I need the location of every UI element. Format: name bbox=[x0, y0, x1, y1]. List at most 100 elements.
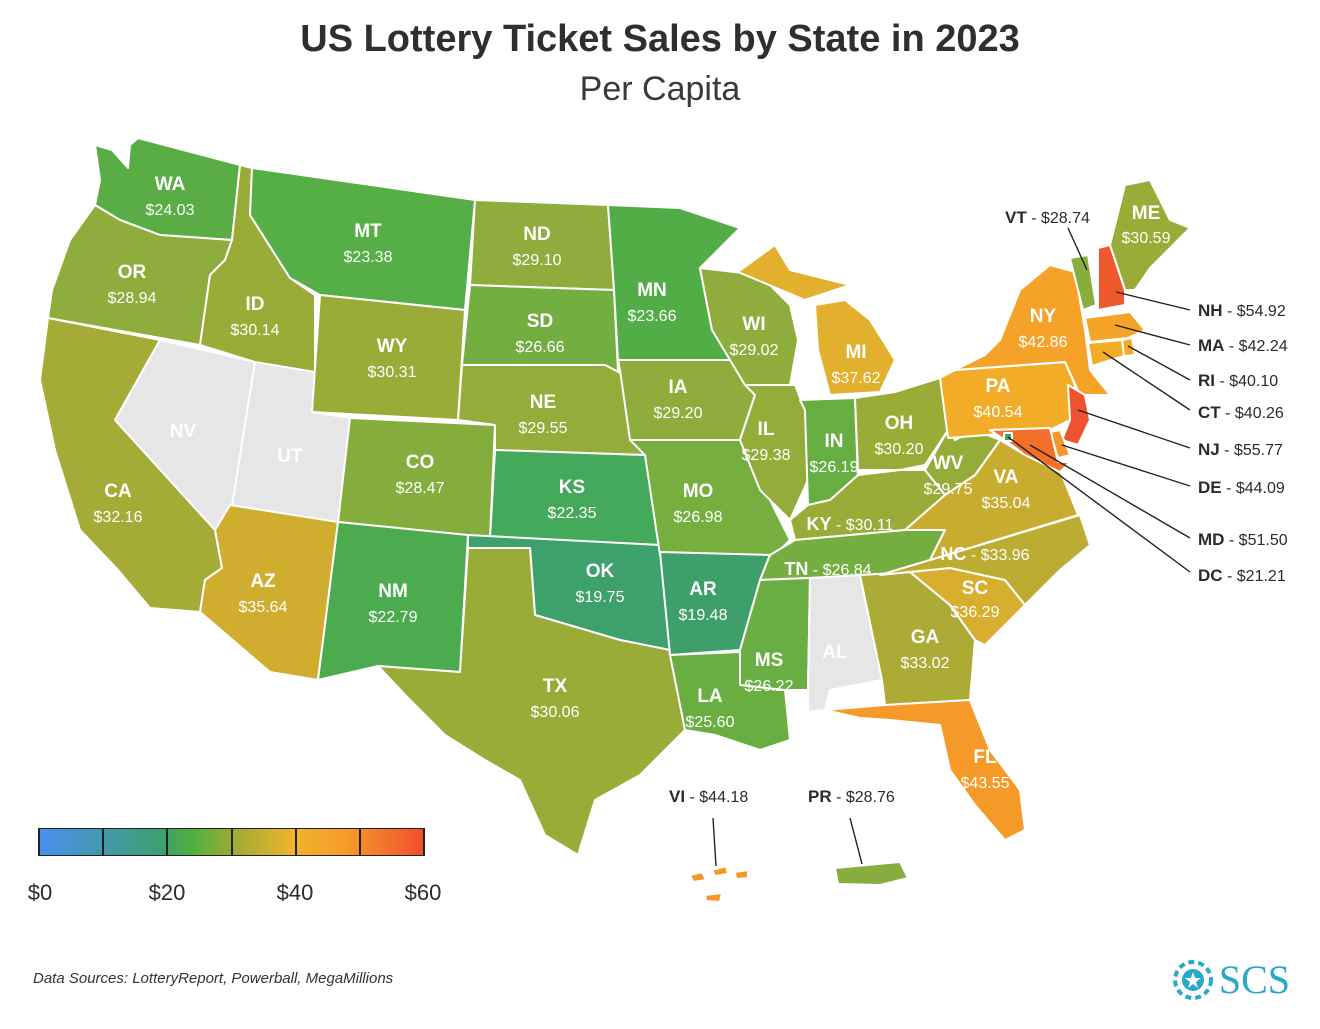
state-MA bbox=[1084, 311, 1146, 343]
callout-CT-value: $40.26 bbox=[1235, 405, 1284, 422]
label-IN: IN bbox=[825, 431, 844, 452]
legend-tick bbox=[359, 828, 361, 856]
leader-VT bbox=[1067, 227, 1088, 271]
label-MS: MS bbox=[755, 650, 784, 671]
state-NJ bbox=[1061, 384, 1091, 446]
callout-NJ-value: $55.77 bbox=[1234, 442, 1283, 459]
value-NM: $22.79 bbox=[369, 609, 418, 626]
callout-DC-value: $21.21 bbox=[1237, 568, 1286, 585]
callout-DE-value: $44.09 bbox=[1236, 480, 1285, 497]
value-WA: $24.03 bbox=[146, 202, 195, 219]
legend-label-40: $40 bbox=[276, 880, 314, 905]
legend-label-20: $20 bbox=[148, 880, 186, 905]
label-NC-abbr: NC bbox=[940, 544, 966, 564]
callout-DC-sep: - bbox=[1223, 568, 1237, 585]
callout-NJ-abbr: NJ bbox=[1198, 440, 1220, 459]
label-IL: IL bbox=[758, 419, 775, 440]
state-VT bbox=[1069, 254, 1097, 311]
callout-CT: CT - $40.26 bbox=[1198, 403, 1284, 422]
value-PA: $40.54 bbox=[974, 404, 1023, 421]
value-FL: $43.55 bbox=[961, 775, 1010, 792]
value-MI: $37.62 bbox=[832, 370, 881, 387]
value-NE: $29.55 bbox=[519, 420, 568, 437]
legend-label-60: $60 bbox=[404, 880, 442, 905]
label-ND: ND bbox=[523, 224, 550, 245]
state-ME bbox=[1109, 179, 1191, 291]
state-OH bbox=[854, 377, 949, 471]
label-OR: OR bbox=[118, 262, 147, 283]
label-KY-abbr: KY bbox=[807, 514, 832, 534]
label-SD: SD bbox=[527, 311, 553, 332]
chart-subtitle: Per Capita bbox=[579, 70, 741, 108]
callout-NJ: NJ - $55.77 bbox=[1198, 440, 1283, 459]
label-NE: NE bbox=[530, 392, 556, 413]
value-WY: $30.31 bbox=[368, 364, 417, 381]
state-NH bbox=[1097, 244, 1126, 311]
label-KY: KY - $30.11 bbox=[807, 514, 894, 534]
callout-MD-abbr: MD bbox=[1198, 530, 1224, 549]
value-OR: $28.94 bbox=[108, 290, 157, 307]
label-ID: ID bbox=[246, 294, 265, 315]
label-LA: LA bbox=[697, 686, 723, 707]
legend-tick bbox=[295, 828, 297, 856]
callout-NH-value: $54.92 bbox=[1237, 303, 1286, 320]
value-NC: $33.96 bbox=[981, 547, 1030, 564]
label-FL: FL bbox=[973, 747, 997, 768]
label-AL: AL bbox=[822, 642, 848, 663]
callout-CT-abbr: CT bbox=[1198, 403, 1221, 422]
label-NC: NC - $33.96 bbox=[940, 544, 1029, 564]
callout-MD-sep: - bbox=[1224, 532, 1238, 549]
state-ND bbox=[469, 199, 615, 291]
label-NY: NY bbox=[1030, 306, 1057, 327]
value-NY: $42.86 bbox=[1019, 334, 1068, 351]
color-legend bbox=[38, 828, 425, 856]
value-ND: $29.10 bbox=[513, 252, 562, 269]
callout-VI: VI - $44.18 bbox=[669, 787, 748, 806]
callout-VI-abbr: VI bbox=[669, 787, 685, 806]
label-PA: PA bbox=[986, 376, 1011, 397]
callout-MA-abbr: MA bbox=[1198, 336, 1224, 355]
callout-MA: MA - $42.24 bbox=[1198, 336, 1288, 355]
label-KS: KS bbox=[559, 477, 585, 498]
value-SC: $36.29 bbox=[951, 604, 1000, 621]
label-OH: OH bbox=[885, 413, 914, 434]
label-UT: UT bbox=[277, 446, 303, 467]
label-TN-sep: - bbox=[808, 562, 822, 579]
value-LA: $25.60 bbox=[686, 714, 735, 731]
value-WI: $29.02 bbox=[730, 342, 779, 359]
callout-VT-sep: - bbox=[1027, 210, 1041, 227]
label-WA: WA bbox=[155, 174, 186, 195]
legend-tick bbox=[38, 828, 40, 856]
leader-MA bbox=[1114, 324, 1191, 346]
value-OH: $30.20 bbox=[875, 441, 924, 458]
label-NC-sep: - bbox=[966, 547, 980, 564]
label-VA: VA bbox=[994, 467, 1019, 488]
callout-NH-abbr: NH bbox=[1198, 301, 1223, 320]
callout-RI-sep: - bbox=[1215, 373, 1229, 390]
label-AZ: AZ bbox=[250, 571, 276, 592]
value-SD: $26.66 bbox=[516, 339, 565, 356]
leader-CT bbox=[1102, 351, 1191, 411]
legend-tick bbox=[102, 828, 104, 856]
callout-VI-value: $44.18 bbox=[699, 789, 748, 806]
callout-NH-sep: - bbox=[1223, 303, 1237, 320]
value-TN: $26.84 bbox=[823, 562, 872, 579]
value-VA: $35.04 bbox=[982, 495, 1031, 512]
leader-PR bbox=[849, 817, 863, 865]
label-SC: SC bbox=[962, 578, 989, 599]
label-TX: TX bbox=[543, 676, 568, 697]
label-TN: TN - $26.84 bbox=[784, 559, 871, 579]
value-CO: $28.47 bbox=[396, 480, 445, 497]
value-ME: $30.59 bbox=[1122, 230, 1171, 247]
leader-VI bbox=[712, 817, 717, 867]
callout-VI-sep: - bbox=[685, 789, 699, 806]
leader-NH bbox=[1115, 291, 1191, 311]
value-MT: $23.38 bbox=[344, 249, 393, 266]
value-MS: $26.22 bbox=[745, 678, 794, 695]
label-WY: WY bbox=[377, 336, 408, 357]
state-PA bbox=[939, 361, 1076, 439]
value-AZ: $35.64 bbox=[239, 599, 288, 616]
label-CO: CO bbox=[406, 452, 435, 473]
callout-MD: MD - $51.50 bbox=[1198, 530, 1288, 549]
callout-VT: VT - $28.74 bbox=[1005, 208, 1090, 227]
